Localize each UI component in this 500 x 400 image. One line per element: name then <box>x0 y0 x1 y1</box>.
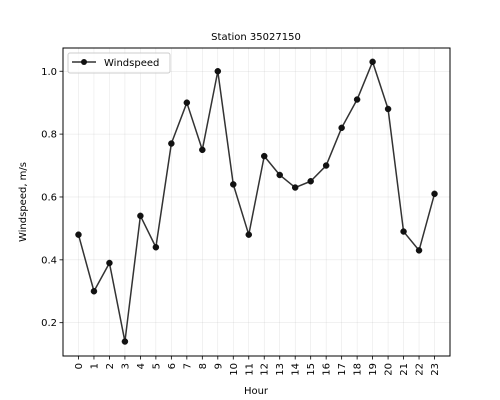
data-point <box>307 178 314 185</box>
x-tick-label: 19 <box>368 363 379 376</box>
legend-label: Windspeed <box>104 58 159 69</box>
data-point <box>214 68 222 75</box>
x-tick-label: 13 <box>275 363 286 376</box>
data-point <box>400 228 407 235</box>
plot-frame <box>62 47 451 357</box>
data-point <box>230 181 237 188</box>
x-tick-label: 15 <box>306 363 317 376</box>
x-tick-label: 21 <box>399 363 410 376</box>
data-point <box>168 140 175 147</box>
x-tick-label: 4 <box>136 363 147 369</box>
x-tick-label: 6 <box>167 363 178 369</box>
x-tick-label: 7 <box>182 363 193 369</box>
data-point <box>121 338 129 345</box>
data-point <box>322 162 330 169</box>
x-tick-label: 22 <box>415 363 426 376</box>
data-point <box>106 259 113 267</box>
y-axis-ticks: 0.2 0.4 0.6 0.8 1.0 <box>41 67 63 329</box>
data-point <box>384 105 392 113</box>
data-point <box>152 244 160 251</box>
x-tick-label: 0 <box>74 363 85 369</box>
x-tick-label: 1 <box>89 363 100 369</box>
data-point <box>260 152 268 160</box>
y-tick-label: 1.0 <box>41 67 57 78</box>
x-tick-label: 10 <box>229 363 240 376</box>
data-point <box>90 288 98 295</box>
legend-box <box>67 52 171 74</box>
data-point <box>415 247 423 254</box>
x-tick-label: 5 <box>151 363 162 369</box>
x-tick-label: 17 <box>337 363 348 376</box>
data-point <box>137 212 144 220</box>
x-tick-label: 12 <box>260 363 271 376</box>
x-tick-label: 20 <box>384 363 395 376</box>
data-point <box>291 184 299 191</box>
data-point <box>353 96 361 103</box>
grid <box>63 48 450 356</box>
y-tick-label: 0.6 <box>41 192 57 203</box>
data-point <box>369 58 376 66</box>
y-axis-label: Windspeed, m/s <box>18 162 29 242</box>
x-axis-label: Hour <box>244 386 269 397</box>
x-tick-label: 3 <box>120 363 131 369</box>
x-tick-label: 18 <box>353 363 364 376</box>
data-point <box>338 124 345 132</box>
x-tick-label: 2 <box>105 363 116 369</box>
data-point <box>431 190 438 198</box>
x-tick-label: 16 <box>322 363 333 376</box>
y-tick-label: 0.8 <box>41 130 57 141</box>
series-line <box>77 61 436 343</box>
x-tick-label: 11 <box>244 363 255 376</box>
chart-title: Station 35027150 <box>211 32 301 43</box>
x-tick-label: 8 <box>198 363 209 369</box>
x-tick-label: 9 <box>213 363 224 369</box>
legend: Windspeed <box>67 52 171 74</box>
legend-marker <box>81 59 87 65</box>
series <box>75 58 438 345</box>
x-tick-label: 23 <box>430 363 441 376</box>
x-tick-label: 14 <box>291 363 302 376</box>
y-tick-label: 0.4 <box>41 255 57 266</box>
data-point <box>75 231 82 238</box>
data-point <box>245 231 253 238</box>
data-point <box>276 171 283 179</box>
y-tick-label: 0.2 <box>41 318 57 329</box>
data-point <box>199 146 206 154</box>
data-point <box>183 99 191 106</box>
x-axis-ticks: 0 1 2 3 4 5 6 7 8 9 10 11 12 13 14 15 16 17 18 19 20 21 22 23 <box>74 356 441 376</box>
